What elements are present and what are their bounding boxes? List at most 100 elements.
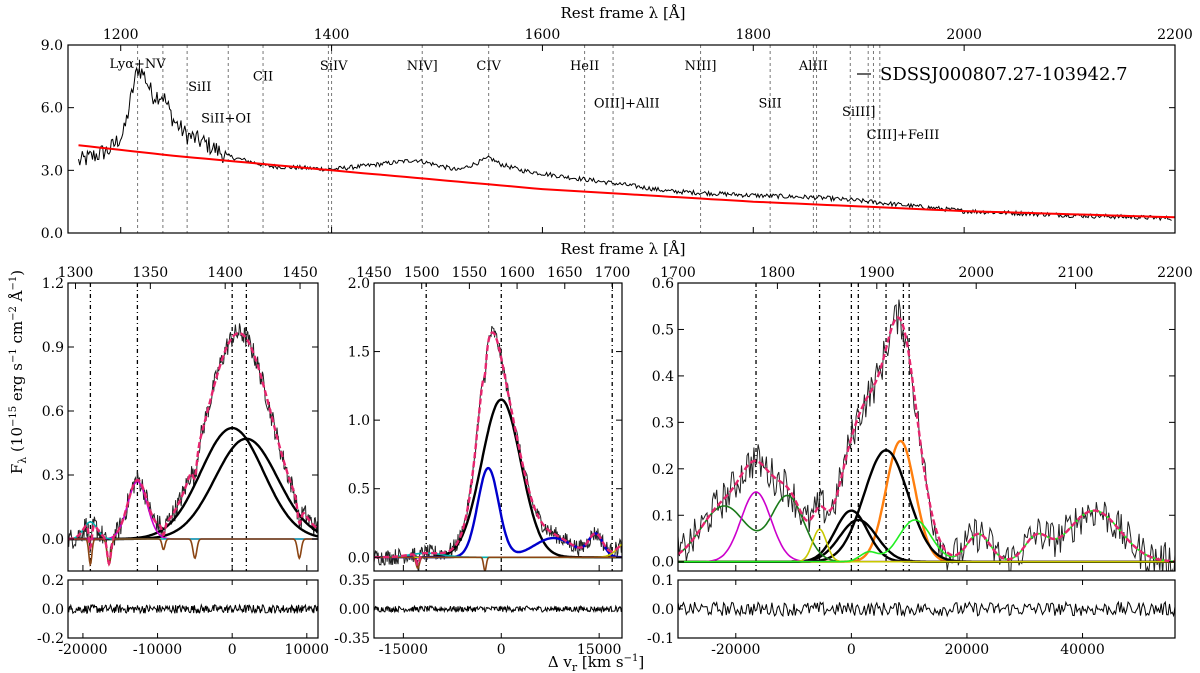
residual-plot-area (68, 603, 318, 615)
bottom-x-axis-title: Δ vr [km s−1] (548, 653, 644, 673)
rest-frame-tick-label: 1350 (133, 265, 169, 281)
residual-y-tick-label: 0.0 (42, 602, 64, 618)
panel-y-tick-label: 1.2 (42, 276, 64, 292)
panel-plot-area (374, 283, 622, 571)
top-x-tick-label: 1400 (314, 27, 350, 43)
panel-y-tick-label: 1.5 (348, 345, 370, 361)
rest-frame-tick-label: 1400 (207, 265, 243, 281)
emission-line-label: Lyα+NV (109, 57, 166, 72)
panel-y-tick-label: 0.2 (652, 462, 674, 478)
rest-frame-axis-middle: 1300 1350 1400 1450 1450 1500 1550 1600 1650 1700… (58, 265, 1193, 289)
total-fit-line (678, 316, 1175, 563)
absorption-component (374, 556, 622, 571)
panel-y-tick-label: 0.5 (348, 482, 370, 498)
fit-component-ciii- (678, 439, 1175, 563)
top-x-tick-label: 1800 (735, 27, 771, 43)
velocity-tick-label: -15000 (379, 642, 428, 658)
emission-line-label: OIII]+AlII (594, 97, 660, 112)
mid-x-axis-title: Rest frame λ [Å] (560, 240, 685, 258)
rest-frame-tick-label: 1450 (356, 265, 392, 281)
panel-y-tick-label: 0.0 (652, 555, 674, 571)
residual-y-tick-label: -0.35 (334, 631, 370, 647)
emission-line-label: CIII]+FeIII (867, 128, 940, 143)
fit-component-niii- (678, 491, 1175, 563)
top-x-tick-label: 1200 (103, 27, 139, 43)
velocity-tick-label: 0 (228, 642, 237, 658)
rest-frame-tick-label: 1500 (404, 265, 440, 281)
residual-y-tick-label: -0.2 (37, 631, 64, 647)
residual-plot-area (374, 604, 622, 614)
emission-line-label: NIV] (407, 59, 438, 74)
observed-spectrum (374, 325, 622, 571)
rest-frame-tick-label: 1700 (595, 265, 631, 281)
velocity-tick-label: -10000 (133, 642, 182, 658)
panel-plot-area (68, 283, 318, 571)
top-y-tick-label: 3.0 (41, 163, 63, 179)
rest-frame-tick-label: 2100 (1058, 265, 1094, 281)
emission-line-label: CII (253, 70, 273, 85)
panel-y-tick-label: 0.4 (652, 369, 674, 385)
fit-component-siii-oi (68, 521, 318, 540)
panel-frame (373, 282, 623, 572)
velocity-tick-label: -20000 (711, 642, 760, 658)
residual-y-tick-label: 0.35 (339, 573, 370, 589)
rest-frame-tick-label: 1550 (452, 265, 488, 281)
panel-y-tick-label: 1.0 (348, 413, 370, 429)
ciii-residual-panel: -0.1 0.0 0.1 -20000 0 20000 40000 (647, 573, 1176, 658)
emission-line-label: AlIII (798, 59, 828, 74)
continuum-fit-line (78, 144, 1176, 219)
panel-frame (67, 282, 319, 572)
total-fit-line (68, 331, 318, 567)
emission-line-label: SiII (758, 97, 781, 112)
velocity-tick-label: 10000 (285, 642, 330, 658)
total-fit-line (374, 331, 622, 566)
emission-line-label: SiIII] (842, 105, 876, 120)
panel-y-tick-label: 0.5 (652, 322, 674, 338)
panel-y-tick-label: 0.1 (652, 508, 674, 524)
observed-spectrum (68, 323, 318, 565)
rest-frame-tick-label: 1300 (58, 265, 94, 281)
rest-frame-tick-label: 2000 (958, 265, 994, 281)
rest-frame-tick-label: 1800 (760, 265, 796, 281)
emission-line-label: CIV (476, 59, 501, 74)
rest-frame-tick-label: 1700 (660, 265, 696, 281)
panel-y-tick-label: 0.6 (42, 404, 64, 420)
emission-line-label: HeII (570, 59, 599, 74)
panel-y-tick-label: 0.3 (42, 468, 64, 484)
residual-y-tick-label: 0.2 (42, 573, 64, 589)
rest-frame-tick-label: 1600 (499, 265, 535, 281)
siiv-fit-panel: 0.0 0.3 0.6 0.9 1.2 (42, 276, 319, 572)
rest-frame-tick-label: 1450 (282, 265, 318, 281)
fit-component-civ-broad (374, 398, 622, 559)
residual-y-tick-label: 0.00 (339, 602, 370, 618)
rest-frame-tick-label: 1900 (859, 265, 895, 281)
residual-line (678, 600, 1175, 618)
ciii-fit-panel: 0.0 0.1 0.2 0.3 0.4 0.5 0.6 (652, 276, 1176, 572)
emission-line-label: NIII] (685, 59, 717, 74)
fit-component-feiii-uv (678, 509, 1175, 563)
velocity-tick-label: -20000 (58, 642, 107, 658)
civ-residual-panel: -0.35 0.00 0.35 -15000 0 15000 (334, 573, 623, 658)
velocity-tick-label: 0 (497, 642, 506, 658)
residual-line (374, 604, 622, 614)
velocity-tick-label: 15000 (577, 642, 622, 658)
panel-frame (677, 282, 1176, 572)
top-y-tick-label: 0.0 (41, 226, 63, 242)
panel-y-tick-label: 0.0 (348, 550, 370, 566)
residual-y-tick-label: 0.0 (652, 602, 674, 618)
object-label: SDSSJ000807.27-103942.7 (880, 64, 1128, 85)
panel-y-tick-label: 0.6 (652, 276, 674, 292)
top-x-tick-label: 2000 (946, 27, 982, 43)
top-x-axis-title: Rest frame λ [Å] (560, 4, 685, 22)
residual-plot-area (678, 600, 1175, 618)
residual-line (68, 603, 318, 615)
top-x-tick-label: 2200 (1157, 27, 1193, 43)
panel-y-tick-label: 0.3 (652, 415, 674, 431)
rest-frame-tick-label: 2200 (1157, 265, 1193, 281)
top-y-tick-label: 9.0 (41, 38, 63, 54)
y-axis-title: Fλ (10−15 erg s−1 cm−2 Å−1) (8, 270, 29, 474)
panel-y-tick-label: 2.0 (348, 276, 370, 292)
siiv-residual-panel: -0.2 0.0 0.2 -20000 -10000 0 10000 (37, 573, 329, 658)
panel-y-tick-label: 0.0 (42, 532, 64, 548)
